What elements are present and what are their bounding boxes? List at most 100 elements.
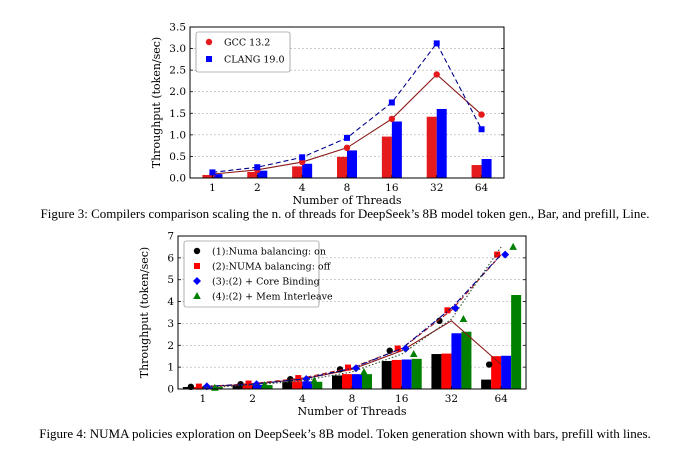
bar [332, 375, 342, 389]
y-tick-label: 4 [167, 296, 174, 308]
data-point [310, 376, 319, 384]
x-tick-label: 8 [344, 182, 351, 194]
data-point [478, 111, 485, 118]
bar [491, 356, 502, 389]
data-point [302, 375, 311, 384]
y-axis-label: Throughput (token/sec) [150, 37, 163, 168]
legend-marker [205, 38, 213, 46]
x-tick-label: 16 [385, 182, 399, 194]
bar [501, 355, 512, 389]
data-point [209, 169, 216, 176]
y-tick-label: 0.5 [169, 151, 186, 163]
bar [312, 381, 323, 389]
bar [431, 354, 442, 389]
x-tick-label: 64 [494, 393, 508, 405]
bar [481, 159, 492, 178]
y-tick-label: 1.0 [169, 129, 186, 141]
legend-marker [193, 247, 201, 255]
data-point [494, 251, 501, 258]
bar [461, 331, 472, 389]
bar [352, 374, 362, 389]
data-point [202, 382, 211, 391]
x-tick-label: 16 [395, 393, 409, 405]
bar [292, 166, 303, 178]
series-line [202, 246, 502, 389]
data-point [260, 381, 269, 389]
legend-label: GCC 13.2 [224, 38, 270, 49]
data-point [501, 250, 510, 259]
bar [202, 174, 213, 178]
data-point [444, 307, 451, 314]
y-tick-label: 3 [167, 318, 174, 330]
data-point [433, 71, 440, 78]
y-tick-label: 1.5 [169, 108, 186, 120]
legend: GCC 13.2 CLANG 19.0 [195, 31, 291, 73]
x-tick-label: 4 [299, 393, 306, 405]
legend-label: (2):NUMA balancing: off [212, 262, 332, 273]
figure-4-chart: 0 1 2 3 4 5 6 7 1 2 4 8 16 32 64 Number of Threads Throu… [138, 231, 527, 418]
legend: (1):Numa balancing: on (2):NUMA balancing… [183, 240, 333, 308]
x-axis-label: Number of Threads [292, 194, 401, 205]
y-tick-label: 2 [167, 340, 174, 352]
bar [212, 174, 223, 178]
bar [337, 156, 347, 178]
x-tick-label: 1 [200, 393, 207, 405]
bar [232, 385, 243, 389]
legend-marker [206, 56, 212, 62]
data-point [433, 40, 440, 47]
bar [347, 150, 357, 178]
data-point [509, 242, 517, 250]
bar [436, 108, 447, 178]
y-tick-label: 2.5 [169, 65, 186, 77]
bar [182, 387, 193, 389]
x-tick-label: 2 [254, 182, 261, 194]
data-point [451, 304, 460, 313]
bar [342, 374, 352, 389]
legend-box [183, 240, 320, 308]
bar [511, 295, 522, 389]
bar [282, 381, 293, 389]
legend-label: (4):(2) + Mem Interleave [212, 292, 333, 303]
data-point [298, 158, 306, 166]
data-point [343, 144, 351, 151]
legend-label: (1):Numa balancing: on [212, 247, 326, 258]
legend-marker [193, 277, 201, 285]
data-point [295, 375, 302, 382]
x-tick-label: 1 [209, 182, 216, 194]
series-line [202, 254, 502, 388]
y-axis-label: Throughput (token/sec) [138, 247, 151, 378]
bar [302, 381, 313, 389]
bar [471, 165, 482, 178]
data-point [245, 380, 252, 387]
bar [391, 121, 402, 178]
data-point [388, 99, 395, 106]
bar [426, 116, 437, 178]
data-point [409, 350, 418, 358]
data-point [360, 367, 368, 375]
figure-3-chart: 0.0 0.5 1.0 1.5 2.0 2.5 3.0 3.5 1 2 4 8 16 32 64 Number… [150, 22, 505, 205]
legend-marker [193, 292, 201, 299]
data-point [344, 134, 350, 141]
bar [242, 384, 253, 389]
y-tick-label: 0 [167, 384, 174, 396]
bar [381, 361, 392, 389]
figure-4-caption: Figure 4: NUMA policies exploration on D… [39, 426, 651, 441]
y-tick-label: 2.0 [169, 86, 186, 98]
y-tick-label: 6 [167, 252, 174, 264]
data-point [478, 126, 485, 133]
data-point [459, 315, 468, 323]
x-tick-label: 4 [299, 182, 306, 194]
x-tick-label: 2 [249, 393, 256, 405]
data-point [388, 115, 396, 123]
x-tick-label: 64 [475, 182, 489, 194]
bar [451, 333, 462, 389]
legend-label: (3):(2) + Core Binding [212, 277, 320, 288]
data-point [352, 364, 360, 373]
bar [411, 358, 422, 389]
legend-label: CLANG 19.0 [224, 55, 285, 66]
bar [391, 359, 402, 389]
x-tick-label: 32 [430, 182, 443, 194]
bar [401, 359, 412, 389]
x-tick-label: 32 [445, 393, 458, 405]
x-axis-label: Number of Threads [297, 405, 406, 418]
